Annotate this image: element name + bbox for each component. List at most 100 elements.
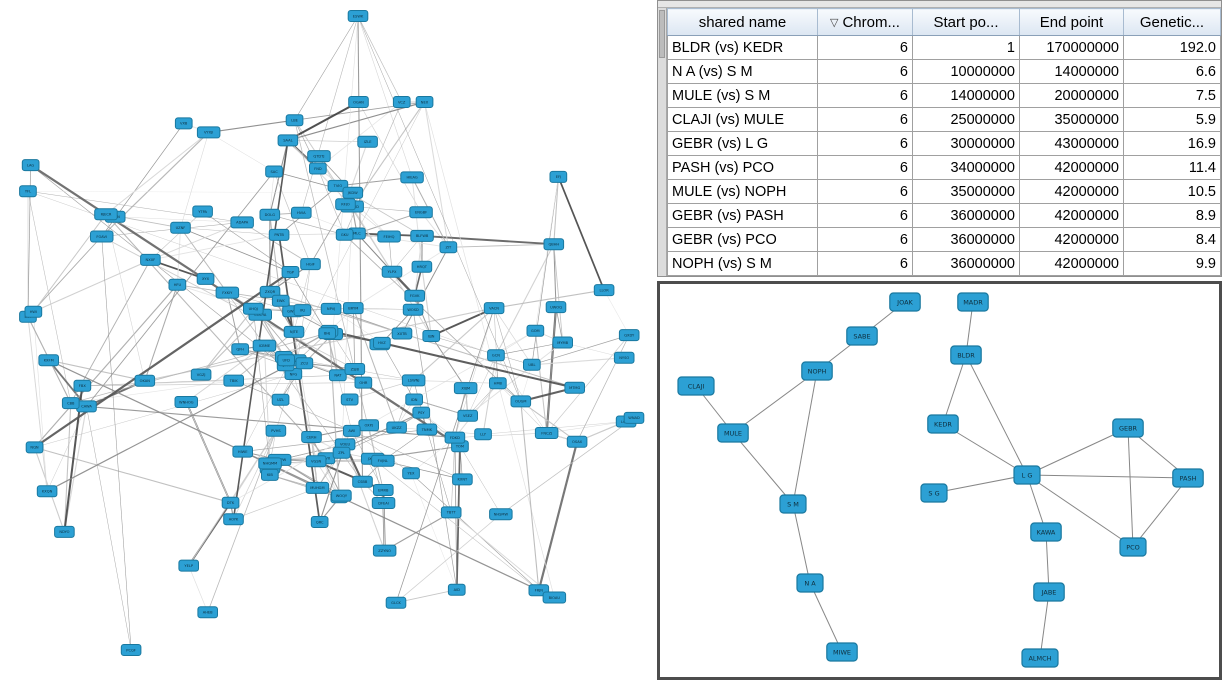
cell-chromosome[interactable]: 6 [818, 252, 913, 276]
network-node[interactable]: UZL [272, 394, 289, 405]
network-node[interactable]: FBX [74, 380, 91, 391]
cell-start[interactable]: 36000000 [913, 204, 1020, 228]
network-node[interactable]: KXFM [39, 355, 59, 366]
network-node[interactable]: AID [448, 584, 465, 595]
network-node[interactable]: KXNT [453, 474, 473, 485]
node-KEDR[interactable]: KEDR [928, 415, 958, 433]
network-edge[interactable] [412, 177, 422, 266]
network-node[interactable]: YELP [179, 560, 199, 571]
network-node[interactable]: VGZJ [191, 369, 211, 380]
network-node[interactable]: CERH [302, 432, 322, 443]
cell-start[interactable]: 36000000 [913, 228, 1020, 252]
network-node[interactable]: FDKD [445, 432, 465, 443]
cell-shared_name[interactable]: GEBR (vs) PASH [668, 204, 818, 228]
network-node[interactable]: OGAN [349, 97, 369, 108]
network-edge[interactable] [35, 447, 231, 502]
cell-chromosome[interactable]: 6 [818, 108, 913, 132]
network-edge[interactable] [455, 433, 547, 438]
network-edge[interactable] [558, 177, 604, 290]
node-GEBR[interactable]: GEBR [1113, 419, 1143, 437]
network-node[interactable]: RFJO [336, 199, 356, 210]
network-node[interactable]: UKZZ [387, 422, 407, 433]
cell-chromosome[interactable]: 6 [818, 204, 913, 228]
network-node[interactable]: LBE [286, 115, 303, 126]
network-node[interactable]: YTPA [193, 206, 213, 217]
network-node[interactable]: NPVJ [321, 303, 341, 314]
network-node[interactable]: AOYK [224, 514, 244, 525]
node-N A[interactable]: N A [797, 574, 823, 592]
cell-shared_name[interactable]: NOPH (vs) S M [668, 252, 818, 276]
network-node[interactable]: KXQN [37, 486, 57, 497]
network-edge[interactable] [810, 583, 842, 652]
table-scrollbar[interactable] [658, 8, 667, 276]
network-node[interactable]: XXTB [392, 328, 412, 339]
network-node[interactable]: SAC [266, 166, 283, 177]
column-header-genetic[interactable]: Genetic... [1124, 9, 1221, 36]
network-node[interactable]: FNCZJ [535, 428, 558, 439]
network-edge[interactable] [358, 16, 363, 482]
network-node[interactable]: VACN [484, 303, 504, 314]
network-edge[interactable] [501, 418, 634, 514]
network-node[interactable]: LLY [475, 429, 492, 440]
network-node[interactable]: DFEAI [372, 498, 395, 509]
network-node[interactable]: OHR [355, 377, 372, 388]
cell-genetic[interactable]: 8.4 [1124, 228, 1221, 252]
cell-end[interactable]: 43000000 [1020, 132, 1124, 156]
network-node[interactable]: ICBME [253, 340, 276, 351]
node-L G[interactable]: L G [1014, 466, 1040, 484]
network-node[interactable]: HIEAG [401, 172, 424, 183]
cell-shared_name[interactable]: BLDR (vs) KEDR [668, 36, 818, 60]
network-edge[interactable] [448, 244, 553, 247]
network-node[interactable]: TNMK [417, 424, 437, 435]
cell-genetic[interactable]: 9.9 [1124, 252, 1221, 276]
column-header-shared_name[interactable]: shared name [668, 9, 818, 36]
cell-chromosome[interactable]: 6 [818, 60, 913, 84]
network-node[interactable]: HIWE [233, 446, 253, 457]
cell-shared_name[interactable]: PASH (vs) PCO [668, 156, 818, 180]
cell-genetic[interactable]: 16.9 [1124, 132, 1221, 156]
network-edge[interactable] [106, 132, 209, 214]
network-edge[interactable] [539, 442, 577, 591]
cell-shared_name[interactable]: CLAJI (vs) MULE [668, 108, 818, 132]
network-node[interactable]: GLCK [386, 597, 406, 608]
network-edge[interactable] [382, 343, 414, 400]
network-node[interactable]: EFJ [550, 171, 567, 182]
network-edge[interactable] [28, 317, 47, 492]
network-node[interactable]: CAWA [77, 401, 97, 412]
network-node[interactable]: OXPJ [359, 420, 379, 431]
cell-end[interactable]: 35000000 [1020, 108, 1124, 132]
network-node[interactable]: HVIA [292, 207, 312, 218]
network-edge[interactable] [1027, 475, 1188, 478]
network-node[interactable]: EWK [272, 295, 289, 306]
node-ALMCH[interactable]: ALMCH [1022, 649, 1058, 667]
cell-start[interactable]: 14000000 [913, 84, 1020, 108]
node-CLAJI[interactable]: CLAJI [678, 377, 714, 395]
cell-genetic[interactable]: 5.9 [1124, 108, 1221, 132]
column-header-start[interactable]: Start po... [913, 9, 1020, 36]
network-node[interactable]: PCQF [121, 645, 141, 656]
cell-start[interactable]: 10000000 [913, 60, 1020, 84]
network-node[interactable]: AWI [344, 425, 361, 436]
network-edge[interactable] [1128, 428, 1133, 547]
network-edge[interactable] [1040, 592, 1049, 658]
network-node[interactable]: LAG [22, 160, 39, 171]
network-node[interactable]: WOQY [332, 490, 352, 501]
cell-chromosome[interactable]: 6 [818, 36, 913, 60]
network-node[interactable]: QRC [311, 517, 328, 528]
network-node[interactable]: YFL [20, 186, 37, 197]
network-edge[interactable] [33, 214, 106, 312]
network-node[interactable]: WOSD [403, 304, 423, 315]
network-node[interactable]: IZLE [358, 136, 378, 147]
network-edge[interactable] [330, 331, 340, 497]
table-scrollbar-thumb[interactable] [659, 10, 665, 58]
cell-chromosome[interactable]: 6 [818, 180, 913, 204]
cell-genetic[interactable]: 7.5 [1124, 84, 1221, 108]
network-edge[interactable] [35, 272, 291, 447]
column-header-end[interactable]: End point [1020, 9, 1124, 36]
network-node[interactable]: JKDW [343, 187, 363, 198]
